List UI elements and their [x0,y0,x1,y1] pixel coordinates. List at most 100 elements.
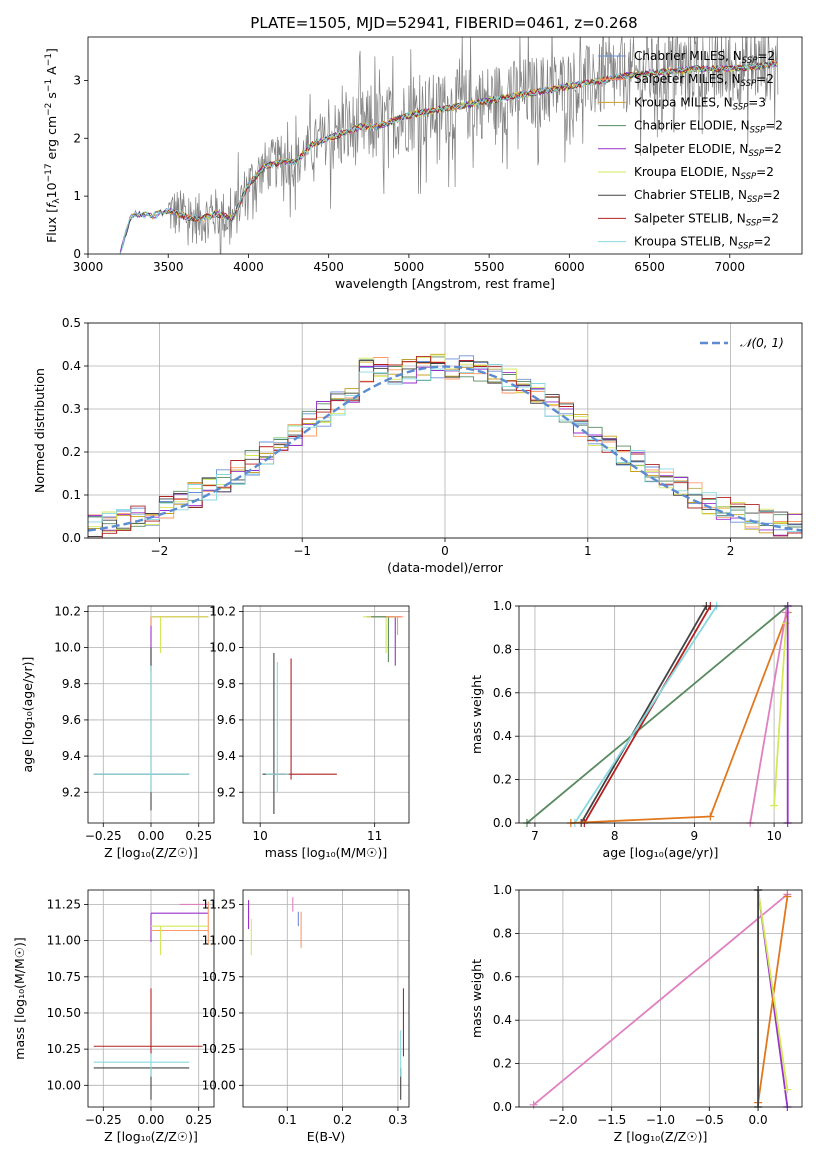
x-tick-label: 0.0 [749,1113,768,1127]
y-tick-label: 11.00 [47,934,81,948]
legend-n: =2 [761,211,779,225]
spectrum-axes: 3000 3500 4000 4500 5000 5500 6000 6500 7000 0 1 2 3 [73,73,745,274]
legend-name: Salpeter MILES, N [634,72,741,86]
legend-sub: SSP [742,56,758,66]
legend-sub: SSP [748,149,764,159]
legend-sub: SSP [741,79,757,89]
x-tick-label: 10 [766,829,781,843]
y-tick-label: 0.2 [62,445,81,459]
y-tick-label: 9.6 [62,713,81,727]
y-tick-label: 0.8 [493,642,512,656]
legend-name: Kroupa MILES, N [634,95,733,109]
ylabel-part: −17 [44,163,54,182]
z-mass-frame [87,889,215,1108]
residuals-axes: −2 −1 0 1 2 0.0 0.1 0.2 0.3 0.4 0.5 [62,316,802,558]
age-weight-xlabel: age [log₁₀(age/yr)] [603,845,719,860]
ylabel-part: −2 [44,103,54,116]
y-tick-label: 10.00 [202,1078,236,1092]
z-weight-xlabel: Z [log₁₀(Z/Z☉)] [614,1129,708,1144]
ylabel-part: Flux [ [44,208,59,243]
x-tick-label: 4500 [313,260,344,274]
z-mass-ylabel: mass [log₁₀(M/M☉)] [12,937,27,1059]
legend-n: =2 [756,165,774,179]
weight-line [773,623,787,806]
ylabel-part: 10 [44,182,59,198]
ylabel-part: erg cm [44,116,59,164]
legend-name: Salpeter STELIB, N [634,211,746,225]
legend-name: Salpeter ELODIE, N [634,142,748,156]
z-mass-points [93,901,209,1100]
legend-name: Kroupa STELIB, N [634,235,738,249]
weight-marker [783,892,792,901]
legend-sub: SSP [750,126,766,136]
z-weight-frame [518,889,803,1108]
z-mass-axes: −0.25 0.00 0.25 10.00 10.25 10.50 10.75 11.00 11… [47,890,214,1127]
y-tick-label: 0.2 [493,773,512,787]
y-tick-label: 0.0 [493,816,512,830]
legend-label: Kroupa MILES, NSSP=3 [634,95,766,112]
weight-marker [706,812,715,821]
age-weight-series [522,602,792,827]
ylabel-part: f [44,202,59,208]
y-tick-label: 0.5 [62,316,81,330]
panels: 3000 3500 4000 4500 5000 5500 6000 6500 70000123… [12,36,803,1144]
z-age-axes: −0.25 0.00 0.25 9.2 9.4 9.6 9.8 10.0 10.2 [54,604,214,843]
y-tick-label: 10.0 [209,641,236,655]
x-tick-label: 0.00 [138,829,165,843]
weight-line [749,612,787,824]
legend-n: =2 [763,188,781,202]
weight-marker [770,801,779,810]
x-tick-label: −0.25 [85,1113,122,1127]
x-tick-label: 6500 [634,260,665,274]
legend-name: Chabrier STELIB, N [634,188,747,202]
y-tick-label: 0.2 [493,1057,512,1071]
legend-name: Kroupa ELODIE, N [634,165,741,179]
z-age-xlabel: Z [log₁₀(Z/Z☉)] [104,845,198,860]
hist-kroupa-stelib [88,364,802,532]
legend-sub: SSP [733,102,749,112]
mass-age-xlabel: mass [log₁₀(M/M☉)] [265,845,387,860]
y-tick-label: 0.4 [493,729,512,743]
legend-n: =2 [757,49,775,63]
legend-sub: SSP [746,218,762,228]
z-age-points [93,616,209,811]
y-tick-label: 1.0 [493,883,512,897]
x-tick-label: 9 [691,829,699,843]
legend-n: =2 [764,142,782,156]
legend-name: Chabrier MILES, N [634,49,742,63]
y-tick-label: 10.2 [209,604,236,618]
y-tick-label: 0.0 [62,531,81,545]
y-tick-label: 10.75 [202,970,236,984]
legend-n: =2 [756,72,774,86]
y-tick-label: 10.50 [202,1006,236,1020]
x-tick-label: 6000 [554,260,585,274]
y-tick-label: 9.8 [62,677,81,691]
legend-label: Salpeter STELIB, NSSP=2 [634,211,779,228]
ebv-mass-points [247,897,405,1100]
y-tick-label: 10.00 [47,1078,81,1092]
age-weight-frame [518,605,803,824]
x-tick-label: 2 [727,544,735,558]
x-tick-label: 0.00 [138,1113,165,1127]
legend-sub: SSP [741,172,757,182]
ebv-mass-xlabel: E(B-V) [307,1129,346,1144]
y-tick-label: 3 [73,73,81,87]
x-tick-label: 5500 [474,260,505,274]
weight-line [757,889,789,1090]
age-weight-axes: 7 8 9 10 0.0 0.2 0.4 0.6 0.8 1.0 [493,599,802,843]
weight-marker [782,619,791,628]
ylabel-part: s [44,92,59,103]
y-tick-label: 9.2 [217,785,236,799]
x-tick-label: 0.25 [185,1113,212,1127]
weight-line [526,605,789,824]
z-weight-ylabel: mass weight [469,959,484,1038]
ebv-mass-axes: 0.1 0.2 0.3 10.00 10.25 10.50 10.75 11.00 11.25 [202,890,409,1127]
y-tick-label: 9.6 [217,713,236,727]
x-tick-label: 10 [253,829,268,843]
x-tick-label: 7 [531,829,539,843]
mass-age-points [262,616,404,814]
y-tick-label: 0 [73,247,81,261]
residuals-frame [87,322,803,539]
